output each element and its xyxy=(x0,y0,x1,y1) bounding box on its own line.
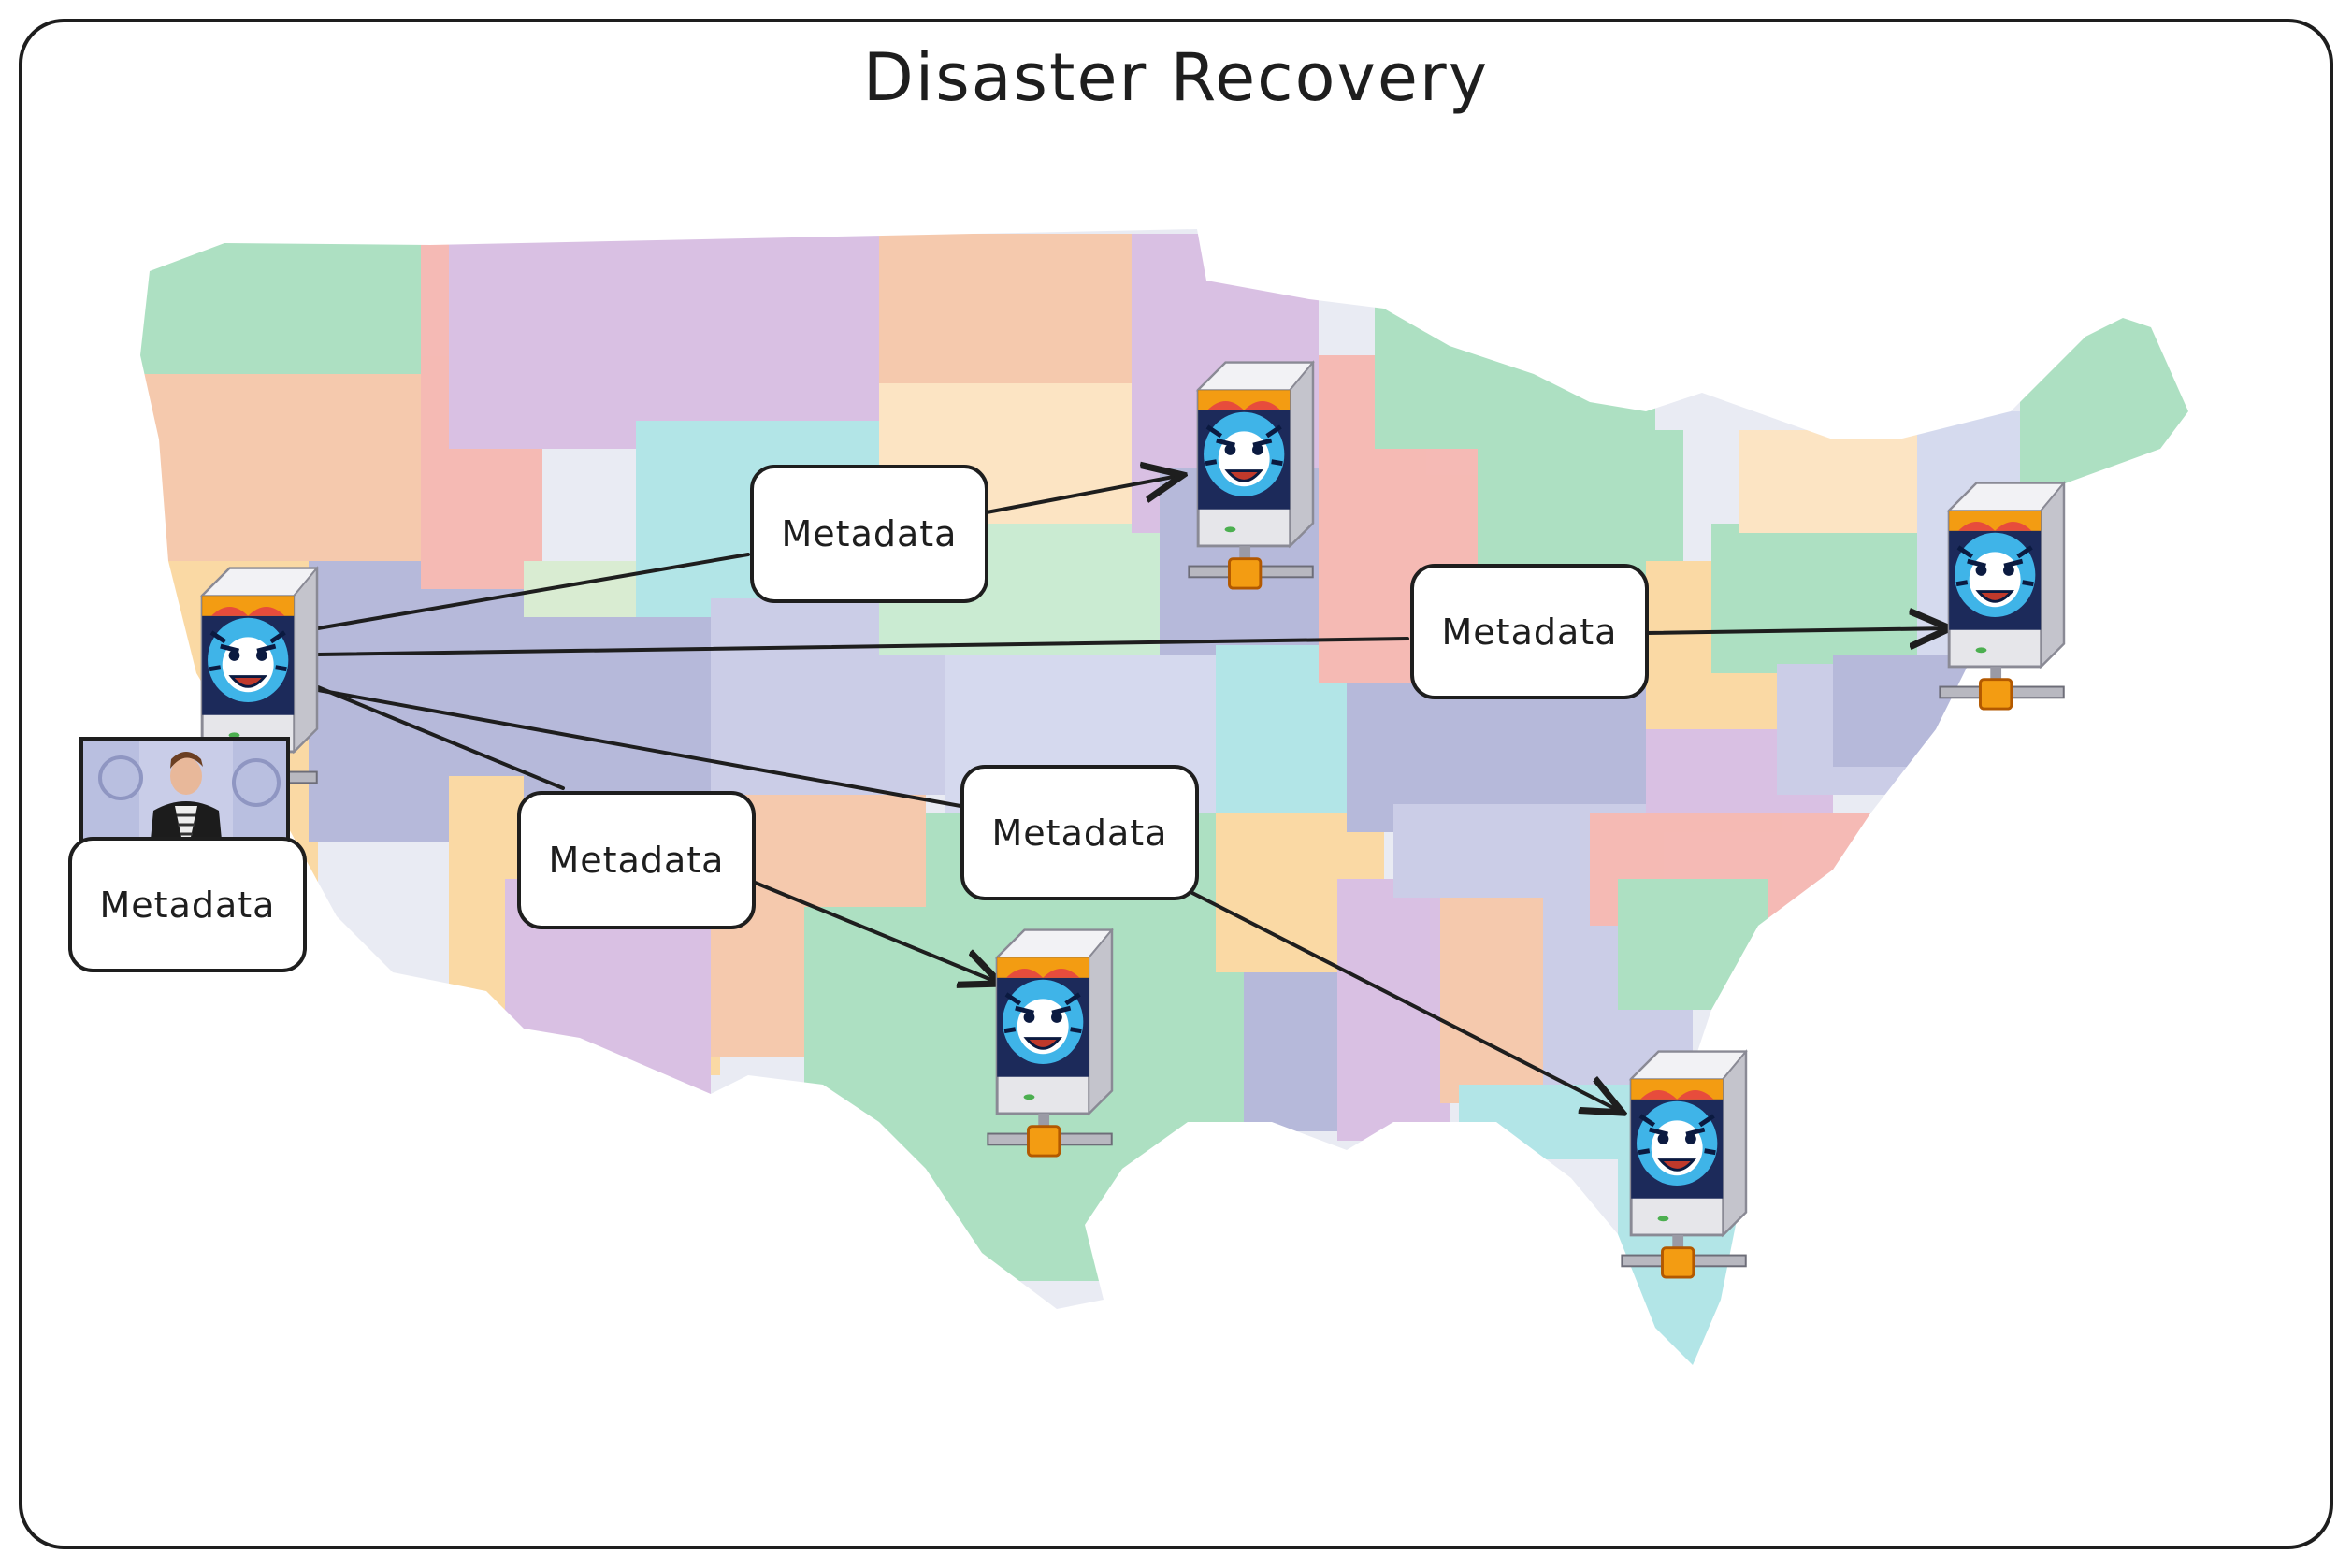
server-icon-north-central[interactable] xyxy=(1183,353,1323,592)
arrow-to-florida-head xyxy=(1190,891,1623,1113)
metadata-label-4: Metadata xyxy=(517,791,756,929)
arrow-to-texas-head xyxy=(751,880,1001,984)
arrow-to-north-central xyxy=(316,553,750,630)
connections xyxy=(316,475,1950,1113)
arrow-to-northeast-head xyxy=(1644,628,1950,633)
metadata-label-3: Metadata xyxy=(960,765,1199,900)
arrow-to-northeast xyxy=(316,637,1409,656)
server-icon-texas[interactable] xyxy=(982,921,1122,1159)
arrow-to-texas xyxy=(316,685,565,790)
arrow-to-north-central-head xyxy=(985,475,1183,514)
server-icon-northeast[interactable] xyxy=(1934,474,2074,712)
metadata-label-5: Metadata xyxy=(68,837,307,972)
metadata-label-1: Metadata xyxy=(750,465,988,603)
arrow-to-florida xyxy=(316,688,962,808)
diagram-title: Disaster Recovery xyxy=(862,39,1490,116)
metadata-label-2: Metadata xyxy=(1410,564,1649,699)
server-icon-florida[interactable] xyxy=(1616,1043,1756,1281)
